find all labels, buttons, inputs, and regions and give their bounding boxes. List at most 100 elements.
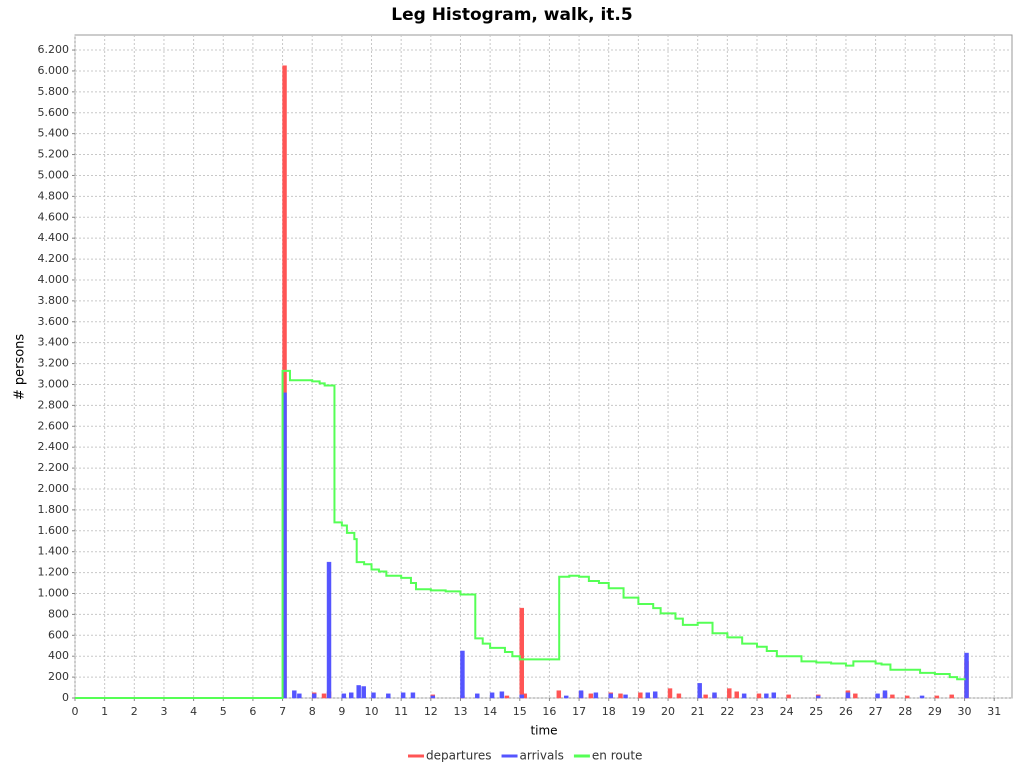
bar xyxy=(645,692,651,699)
y-tick-label: 4.600 xyxy=(38,210,70,223)
bar xyxy=(652,691,658,699)
x-tick-label: 31 xyxy=(987,705,1001,718)
x-tick-label: 12 xyxy=(424,705,438,718)
bar xyxy=(430,695,436,699)
x-tick-label: 29 xyxy=(928,705,942,718)
y-tick-label: 6.000 xyxy=(38,64,70,77)
bar xyxy=(786,694,791,699)
y-tick-label: 4.200 xyxy=(38,252,70,265)
bar xyxy=(519,694,524,699)
y-tick-label: 5.600 xyxy=(38,106,70,119)
y-tick-label: 5.200 xyxy=(38,148,70,161)
y-tick-label: 3.600 xyxy=(38,315,70,328)
y-tick-label: 4.400 xyxy=(38,231,70,244)
x-tick-label: 4 xyxy=(190,705,197,718)
bar xyxy=(593,692,599,699)
bar xyxy=(608,693,613,699)
bar xyxy=(890,694,895,699)
bar xyxy=(623,694,628,699)
x-tick-label: 7 xyxy=(279,705,286,718)
y-tick-label: 3.400 xyxy=(38,336,70,349)
legend-label: arrivals xyxy=(520,749,564,763)
bar xyxy=(741,693,747,699)
bar xyxy=(934,695,940,699)
x-tick-label: 10 xyxy=(365,705,379,718)
bar xyxy=(712,692,717,699)
x-tick-label: 27 xyxy=(869,705,883,718)
bar xyxy=(676,693,682,699)
bar xyxy=(371,692,376,699)
bar xyxy=(321,693,327,699)
y-tick-label: 3.000 xyxy=(38,377,70,390)
x-tick-label: 11 xyxy=(394,705,408,718)
bar xyxy=(564,695,569,699)
y-tick-label: 5.400 xyxy=(38,127,70,140)
x-tick-label: 24 xyxy=(780,705,794,718)
bar xyxy=(905,695,910,699)
bar xyxy=(771,692,777,699)
bar xyxy=(816,695,821,699)
x-tick-label: 0 xyxy=(72,705,79,718)
y-tick-label: 600 xyxy=(48,628,69,641)
bar xyxy=(410,692,416,699)
line xyxy=(75,369,966,699)
bar xyxy=(499,691,505,699)
x-tick-label: 16 xyxy=(542,705,556,718)
x-tick-label: 13 xyxy=(453,705,467,718)
bar xyxy=(297,693,302,699)
y-tick-label: 1.000 xyxy=(38,586,70,599)
bar xyxy=(356,685,361,699)
chart-title: Leg Histogram, walk, it.5 xyxy=(391,5,632,25)
x-tick-label: 14 xyxy=(483,705,497,718)
legend-label: en route xyxy=(592,749,643,763)
bar xyxy=(400,692,406,699)
bar xyxy=(964,652,969,699)
bar xyxy=(853,693,858,699)
bar xyxy=(556,690,562,699)
y-tick-label: 2.200 xyxy=(38,461,70,474)
x-tick-label: 2 xyxy=(131,705,138,718)
x-tick-label: 15 xyxy=(513,705,527,718)
x-tick-label: 8 xyxy=(309,705,316,718)
bar xyxy=(504,695,510,699)
x-tick-label: 25 xyxy=(809,705,823,718)
x-axis-label: time xyxy=(530,724,557,738)
bar xyxy=(667,688,673,699)
x-tick-label: 28 xyxy=(898,705,912,718)
y-tick-label: 5.000 xyxy=(38,168,70,181)
x-tick-label: 19 xyxy=(631,705,645,718)
bar xyxy=(919,695,925,699)
y-tick-label: 0 xyxy=(62,691,69,704)
y-tick-label: 2.400 xyxy=(38,440,70,453)
plot-area xyxy=(74,34,1013,699)
bar xyxy=(845,692,851,699)
y-tick-label: 5.800 xyxy=(38,85,70,98)
bar xyxy=(519,607,524,699)
y-axis-label: # persons xyxy=(13,334,28,401)
x-tick-label: 26 xyxy=(839,705,853,718)
y-tick-label: 2.800 xyxy=(38,398,70,411)
bar xyxy=(361,686,366,699)
x-tick-label: 1 xyxy=(101,705,108,718)
bar xyxy=(949,694,954,699)
bar xyxy=(638,692,643,699)
y-tick-label: 1.400 xyxy=(38,545,70,558)
x-tick-label: 21 xyxy=(691,705,705,718)
y-tick-label: 4.000 xyxy=(38,273,70,286)
x-tick-label: 9 xyxy=(338,705,345,718)
bar xyxy=(697,683,702,699)
x-tick-label: 22 xyxy=(720,705,734,718)
bar xyxy=(703,694,708,699)
bar xyxy=(341,693,347,699)
y-tick-label: 400 xyxy=(48,649,69,662)
y-tick-label: 1.800 xyxy=(38,503,70,516)
x-tick-label: 20 xyxy=(661,705,675,718)
x-tick-label: 30 xyxy=(958,705,972,718)
y-tick-label: 1.200 xyxy=(38,566,70,579)
bar xyxy=(756,693,762,699)
x-tick-label: 6 xyxy=(249,705,256,718)
bar xyxy=(489,692,495,699)
bar xyxy=(386,693,391,699)
x-tick-label: 23 xyxy=(750,705,764,718)
